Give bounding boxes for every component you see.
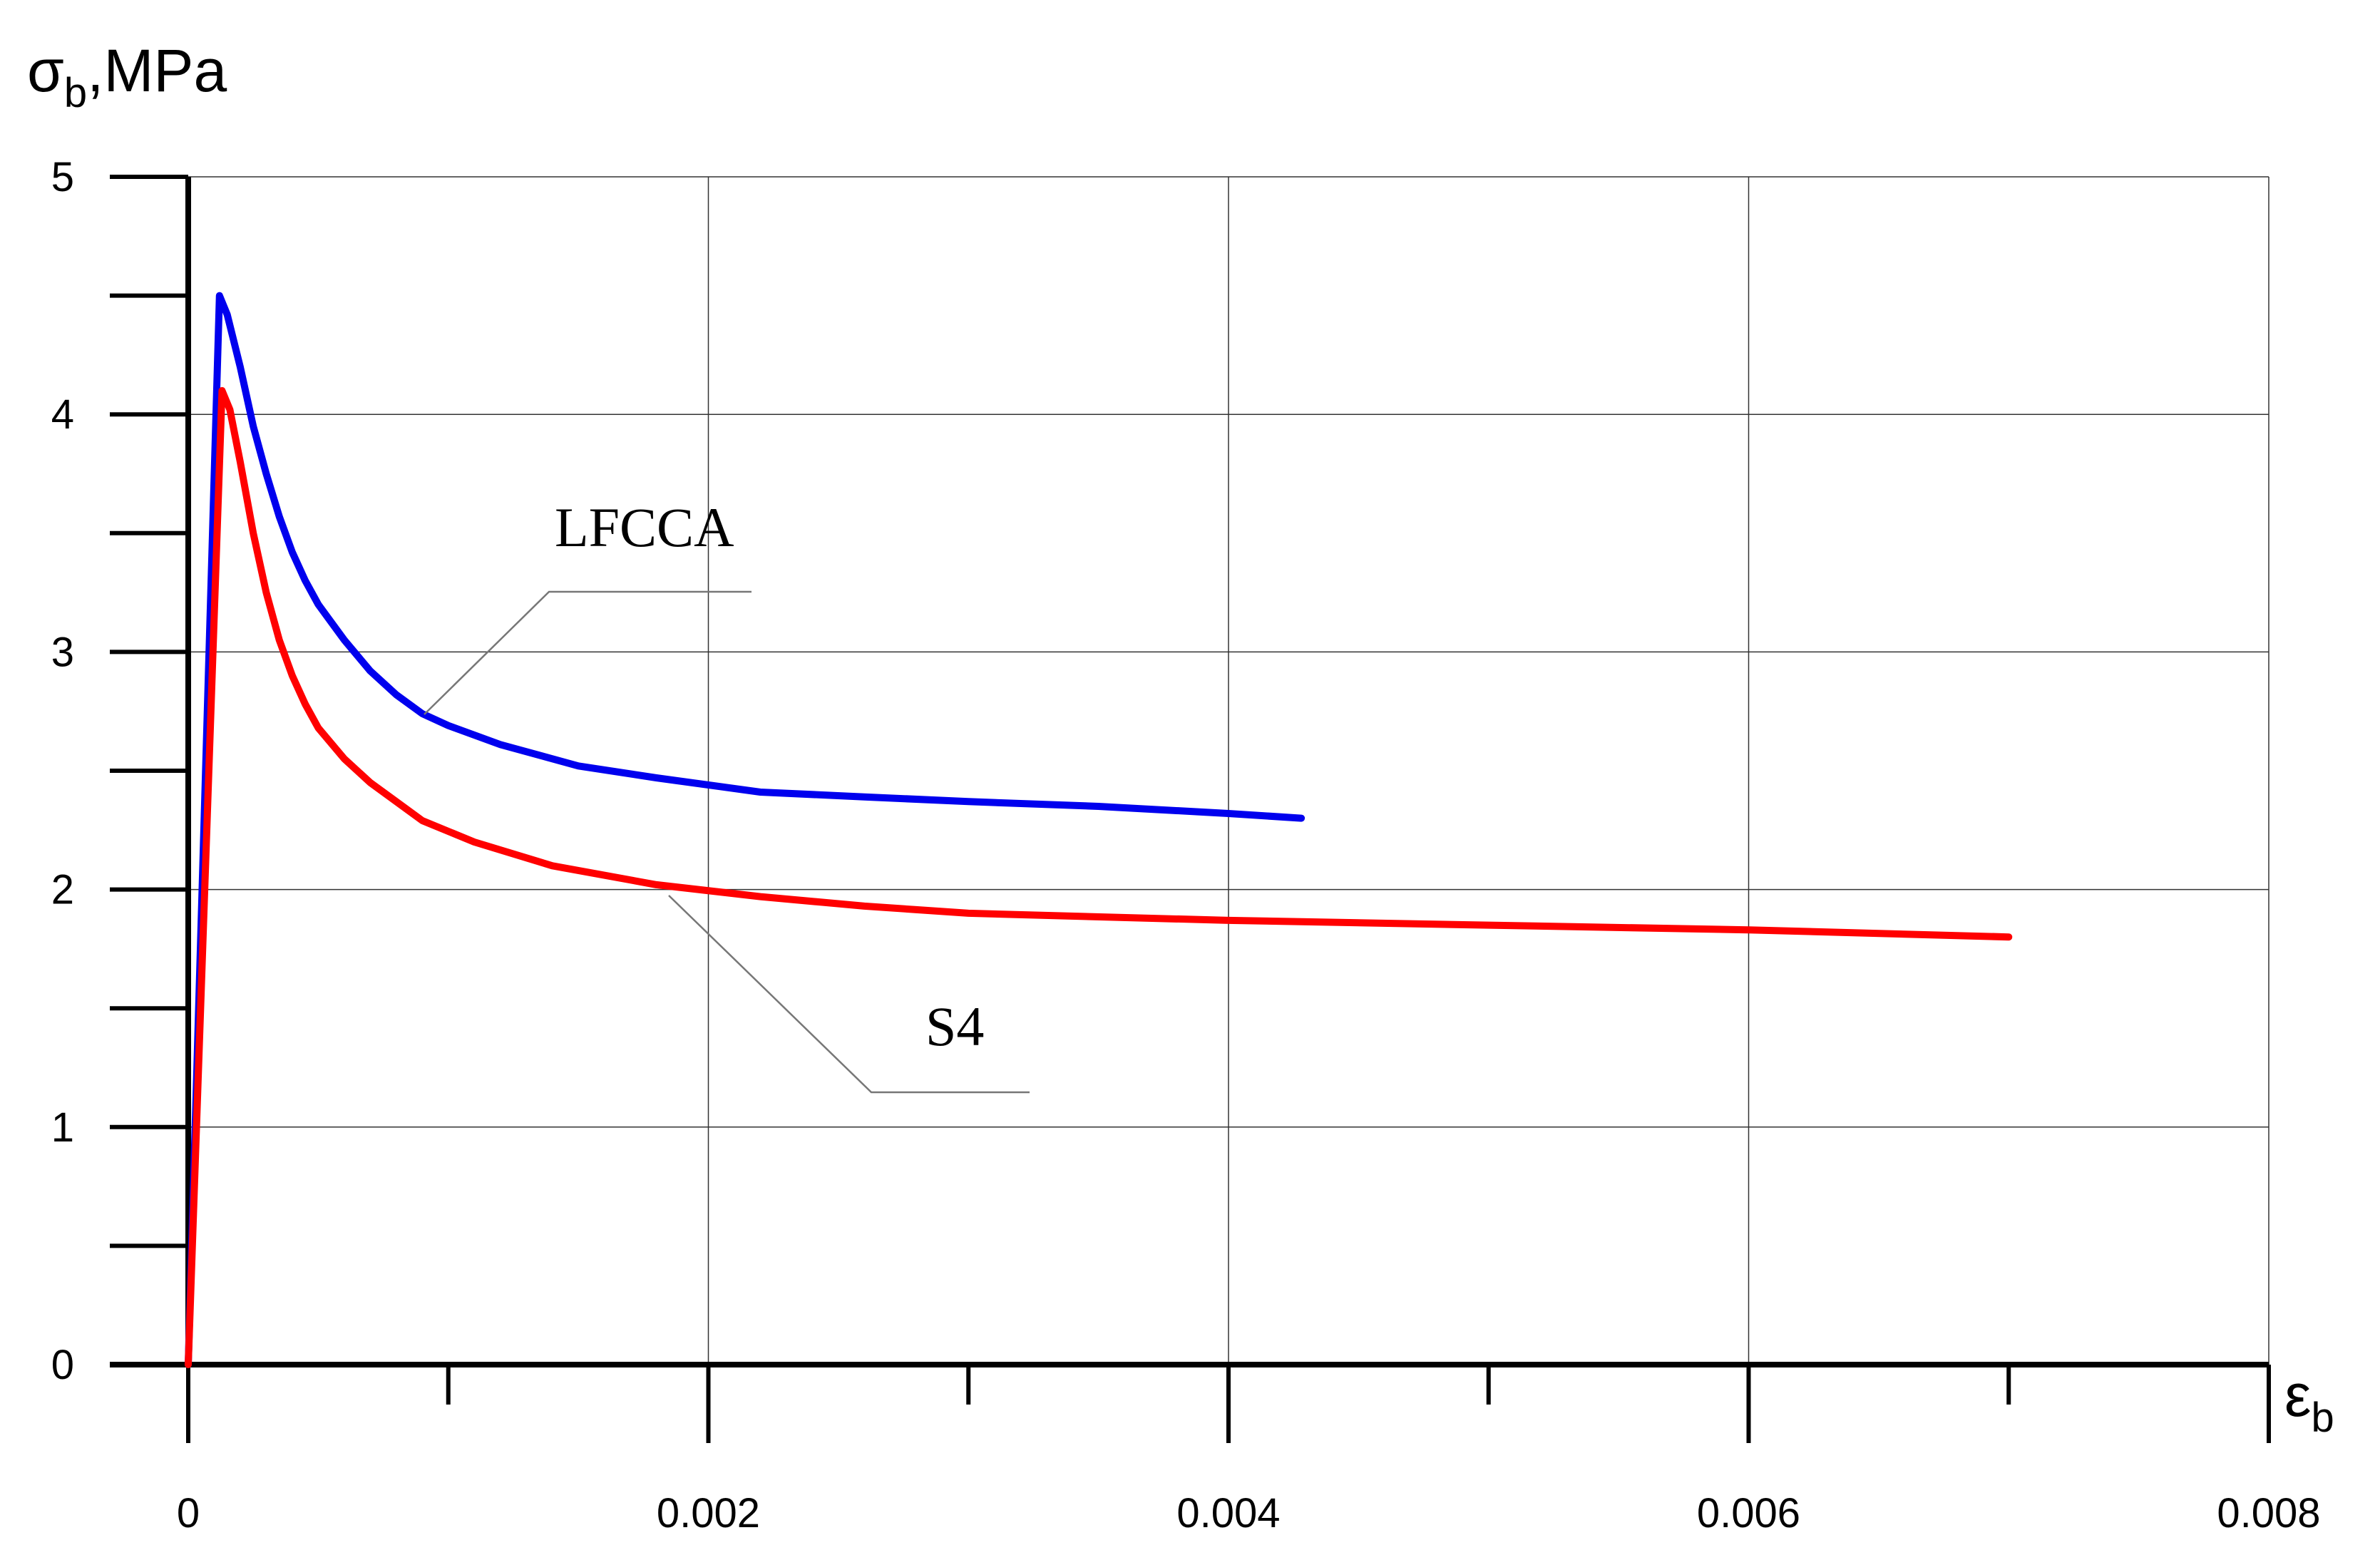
y-tick-label: 1 — [51, 1104, 74, 1151]
series-line-s4 — [185, 386, 2013, 1368]
x-tick-label: 0.008 — [2217, 1490, 2320, 1536]
series-leader-line — [668, 895, 1030, 1094]
y-tick-label: 4 — [51, 391, 74, 438]
series-layer — [185, 292, 2013, 1368]
x-axis-title: εb — [2284, 1362, 2334, 1441]
x-tick-label: 0.002 — [657, 1490, 760, 1536]
x-tick-label: 0.004 — [1176, 1490, 1280, 1536]
x-tick-label: 0 — [177, 1490, 200, 1536]
y-axis-title: σb,MPa — [27, 37, 227, 116]
series-line-lfcca — [185, 292, 1306, 1368]
grid-layer — [188, 176, 2269, 1365]
series-leader-line — [424, 590, 752, 715]
axes-layer — [110, 175, 2271, 1443]
series-label-s4: S4 — [925, 995, 984, 1057]
y-tick-label: 2 — [51, 867, 74, 913]
label-layer: σb,MPa εb 0 1 2 3 4 5 0 0.002 0.004 0.006 0.008 LFC… — [27, 37, 2334, 1536]
y-tick-label: 0 — [51, 1342, 74, 1388]
y-tick-label: 3 — [51, 629, 74, 675]
x-tick-label: 0.006 — [1697, 1490, 1800, 1536]
y-tick-label: 5 — [51, 154, 74, 200]
series-label-lfcca: LFCCA — [555, 496, 734, 558]
